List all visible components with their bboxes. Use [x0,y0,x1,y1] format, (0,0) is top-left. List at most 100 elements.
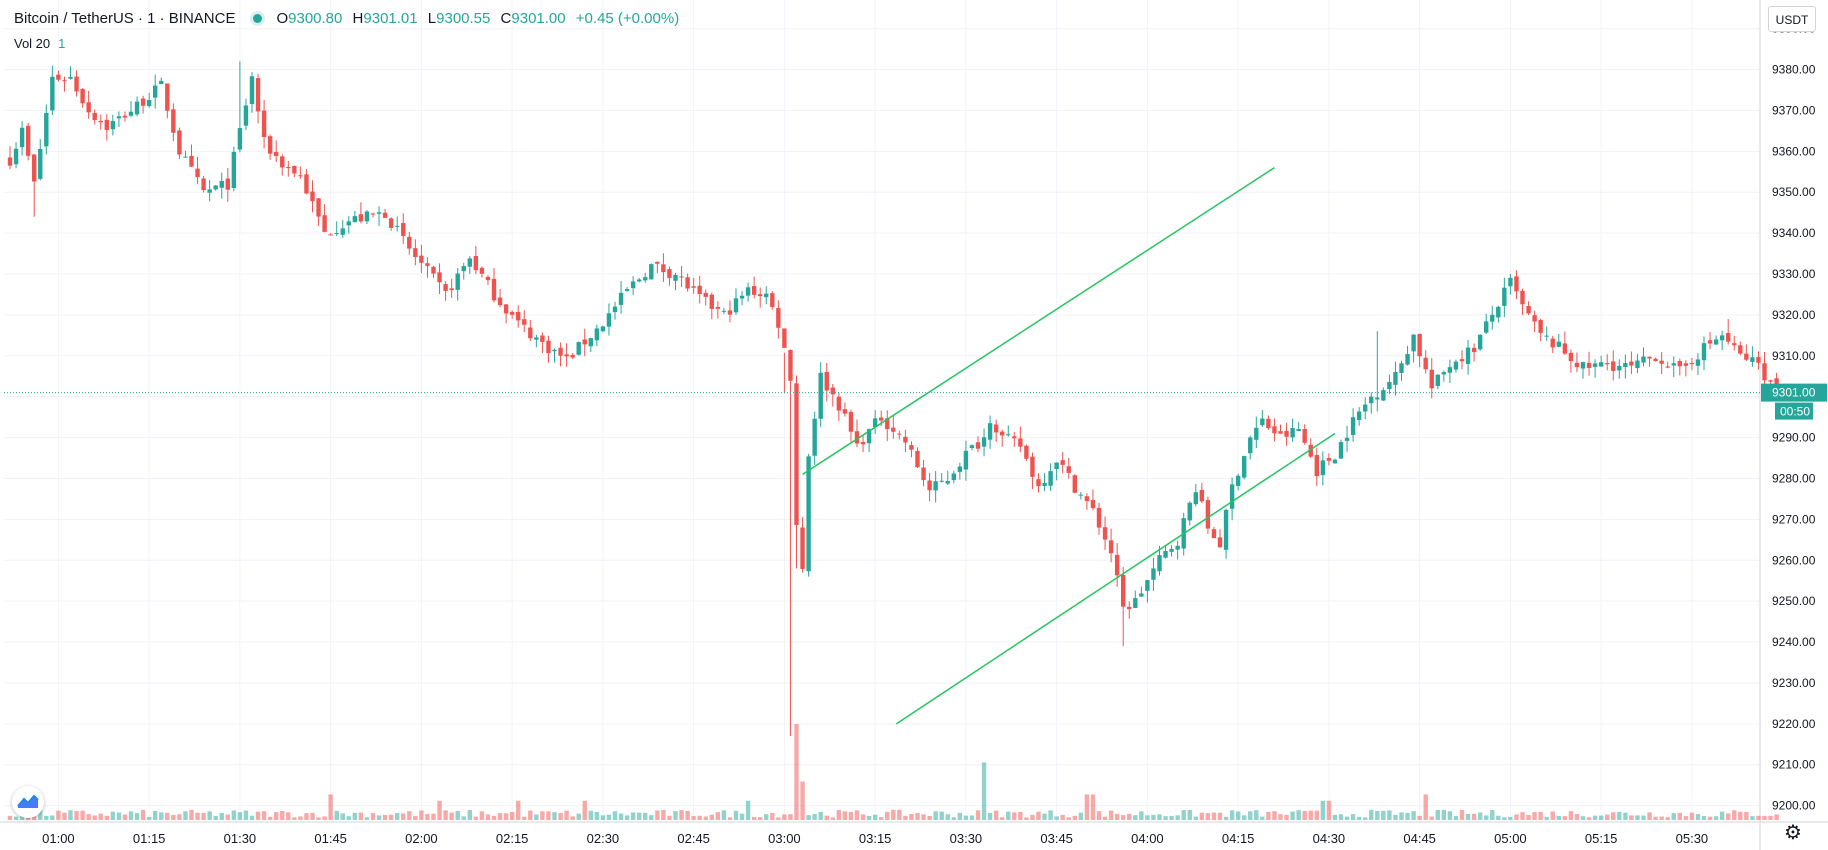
candle-body [1671,363,1676,366]
currency-button[interactable]: USDT [1768,6,1816,32]
volume-bar [576,813,581,820]
low-value: 9300.55 [436,10,491,27]
volume-bar [237,812,243,820]
candle-body [1744,353,1749,360]
candle-body [1314,455,1319,477]
candle-body [1719,335,1725,341]
x-tick-label: 05:00 [1494,831,1527,846]
candle-body [382,212,388,218]
gear-icon[interactable]: ⚙ [1784,822,1802,844]
candle-body [1284,430,1289,437]
y-tick-label: 9260.00 [1772,553,1816,567]
symbol-title[interactable]: Bitcoin / TetherUS · 1 · BINANCE [14,10,236,27]
candle-body [951,473,956,481]
volume-bar [588,810,593,820]
volume-bar [564,810,569,820]
candle-body [328,234,333,236]
volume-bar [159,812,164,820]
candle-body [1290,428,1295,438]
volume-bar [872,814,878,820]
volume-bar [812,814,817,820]
volume-bar [1145,815,1150,820]
volume-bar [1617,811,1622,820]
volume-bar [600,815,606,820]
volume-bar [1187,809,1192,820]
volume-bar [352,812,358,820]
candle-body [788,350,793,381]
candle-body [1653,358,1658,362]
volume-bar [304,813,309,820]
candle-body [473,256,479,271]
volume-bar [177,814,182,820]
volume-bar [443,810,448,820]
candle-body [528,327,533,339]
last-price-label: 9301.00 [1772,386,1816,400]
volume-bar [419,810,424,820]
candle-body [304,174,309,194]
candle-body [1429,369,1434,389]
volume-bar [921,814,926,820]
candle-body [1024,445,1029,459]
volume-label[interactable]: Vol 20 [14,36,51,51]
volume-bar [903,815,908,820]
volume-bar [1490,809,1495,820]
volume-bar [1114,813,1120,820]
candle-body [915,450,920,468]
candle-body [1000,431,1005,436]
candle-body [679,276,684,278]
candle-body [56,74,61,80]
volume-bar [1314,810,1319,820]
volume-bar [509,812,515,820]
volume-bar [195,812,200,820]
volume-bar [1223,816,1229,820]
volume-bar [558,812,563,820]
tradingview-logo-icon[interactable] [12,786,44,818]
x-tick-label: 04:45 [1403,831,1436,846]
candle-body [981,437,987,447]
volume-bar [1133,815,1138,820]
y-tick-label: 9360.00 [1772,144,1816,158]
volume-bar [1006,811,1011,820]
candle-body [558,347,563,356]
candle-body [395,225,400,227]
volume-bar [213,815,218,820]
volume-bar [334,810,339,820]
candle-body [830,387,835,395]
x-tick-label: 01:30 [224,831,257,846]
close-label: C [500,10,512,27]
x-tick-label: 02:15 [496,831,529,846]
candle-body [1532,315,1537,322]
volume-bar [280,810,285,820]
volume-bar [50,815,55,820]
candle-body [376,212,382,214]
candle-body [25,125,31,156]
candle-body [1175,545,1180,550]
candle-body [1054,462,1059,470]
volume-bar [1605,814,1610,820]
volume-bar [249,815,255,820]
volume-bar [395,813,400,820]
volume-bar [1592,815,1598,820]
volume-bar [171,814,176,820]
volume-bar [939,811,944,820]
candle-body [346,221,351,226]
candle-body [848,411,854,432]
candle-body [98,121,103,123]
volume-bar [298,816,303,820]
volume-bar [1078,812,1084,820]
candle-body [134,101,140,115]
candle-body [1490,314,1495,322]
candle-body [1114,554,1120,576]
volume-bar [824,815,829,820]
y-tick-label: 9320.00 [1772,308,1816,322]
volume-bar [255,811,261,820]
volume-bar [1713,816,1719,820]
candle-body [407,236,412,249]
volume-bar [267,816,273,820]
candle-body [1375,397,1380,400]
candle-body [497,297,503,306]
candle-body [1072,475,1077,493]
candle-body [370,213,376,215]
